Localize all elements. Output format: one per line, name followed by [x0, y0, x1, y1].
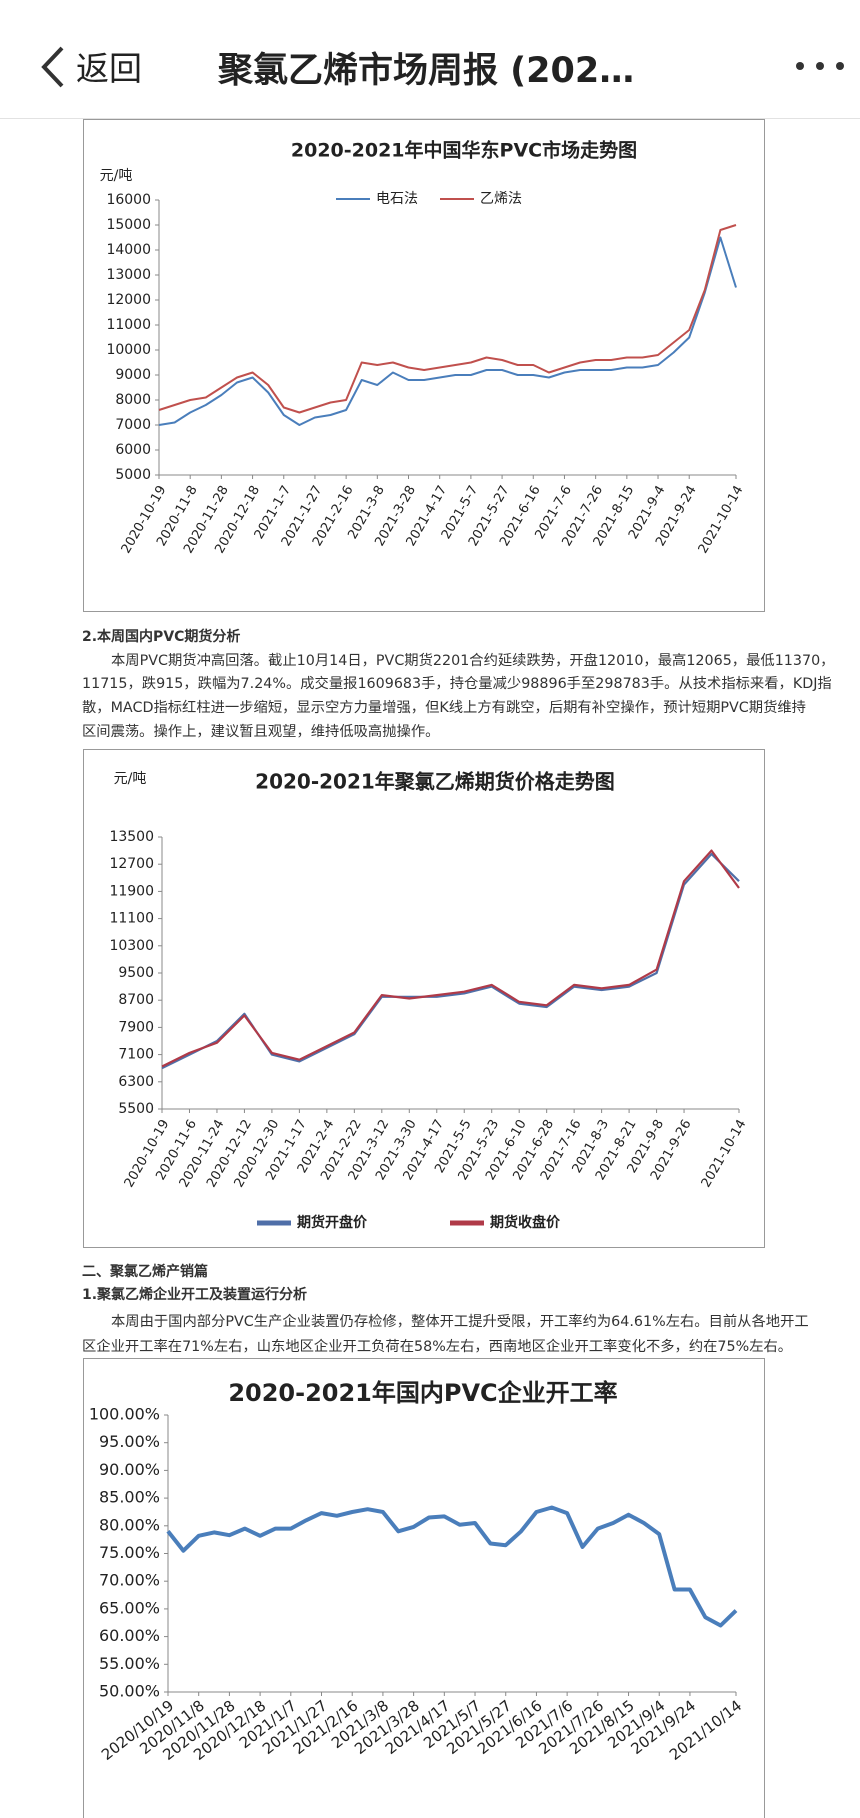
series-line: [166, 1505, 738, 1628]
y-tick-label: 6300: [118, 1074, 154, 1090]
y-tick-label: 7900: [118, 1019, 154, 1035]
y-tick-label: 100.00%: [89, 1405, 160, 1424]
more-icon[interactable]: [792, 58, 852, 74]
series-line: [161, 852, 740, 1070]
y-tick-label: 50.00%: [99, 1682, 160, 1701]
y-tick-label: 5500: [118, 1101, 154, 1117]
legend-label: 电石法: [376, 191, 418, 207]
y-tick-label: 10000: [106, 342, 151, 358]
chart: 2020-2021年国内PVC企业开工率 50.00% 55.00% 60.00% 65…: [83, 1358, 765, 1818]
y-axis-label: 元/吨: [100, 168, 133, 184]
x-tick-label: 2021-10-14: [696, 483, 747, 556]
y-tick-label: 9500: [118, 965, 154, 981]
legend-label: 期货开盘价: [297, 1214, 368, 1231]
text-line: 散，MACD指标红柱进一步缩短，显示空方力量增强，但K线上方有跳空，后期有补空操…: [82, 700, 806, 716]
y-tick-label: 14000: [106, 242, 151, 258]
section-part: 二、聚氯乙烯产销篇: [82, 1264, 208, 1280]
legend-label: 期货收盘价: [490, 1214, 561, 1231]
y-tick-label: 95.00%: [99, 1432, 160, 1451]
y-tick-label: 8000: [115, 392, 151, 408]
y-axis-label: 元/吨: [114, 771, 147, 787]
text-line: 本周PVC期货冲高回落。截止10月14日，PVC期货2201合约延续跌势，开盘1…: [111, 653, 835, 669]
y-tick-label: 7000: [115, 417, 151, 433]
chart-title: 2020-2021年聚氯乙烯期货价格走势图: [255, 770, 615, 794]
text-line: 11715，跌915，跌幅为7.24%。成交量报1609683手，持仓量减少98…: [82, 676, 832, 692]
y-tick-label: 75.00%: [99, 1543, 160, 1562]
section-heading: 1.聚氯乙烯企业开工及装置运行分析: [82, 1287, 308, 1303]
y-tick-label: 60.00%: [99, 1626, 160, 1645]
y-tick-label: 6000: [115, 442, 151, 458]
y-tick-label: 13000: [106, 267, 151, 283]
text-line: 区间震荡。操作上，建议暂且观望，维持低吸高抛操作。: [82, 724, 440, 740]
series-line: [158, 236, 737, 426]
y-tick-label: 13500: [109, 829, 154, 845]
y-tick-label: 12000: [106, 292, 151, 308]
series-line: [161, 849, 740, 1068]
chart-title: 2020-2021年中国华东PVC市场走势图: [291, 139, 637, 162]
chart-frame: [83, 119, 765, 612]
chart-title: 2020-2021年国内PVC企业开工率: [228, 1379, 617, 1407]
y-tick-label: 11000: [106, 317, 151, 333]
y-tick-label: 65.00%: [99, 1598, 160, 1617]
y-tick-label: 9000: [115, 367, 151, 383]
y-tick-label: 70.00%: [99, 1571, 160, 1590]
y-tick-label: 85.00%: [99, 1488, 160, 1507]
series-line: [158, 224, 737, 414]
text-line: 区企业开工率在71%左右，山东地区企业开工负荷在58%左右，西南地区企业开工率变…: [82, 1339, 793, 1355]
text-line: 本周由于国内部分PVC生产企业装置仍存检修，整体开工提升受限，开工率约为64.6…: [111, 1314, 809, 1330]
y-tick-label: 12700: [109, 856, 154, 872]
back-button[interactable]: 返回: [76, 49, 142, 88]
chart-frame: [83, 1358, 765, 1818]
x-tick-label: 2021-10-14: [699, 1117, 750, 1190]
y-tick-label: 5000: [115, 467, 151, 483]
y-tick-label: 8700: [118, 992, 154, 1008]
chart: 2020-2021年聚氯乙烯期货价格走势图 元/吨 5500 6300 7100 7900…: [83, 749, 765, 1248]
section-heading: 2.本周国内PVC期货分析: [82, 629, 241, 645]
y-tick-label: 11100: [109, 911, 154, 927]
y-tick-label: 10300: [109, 938, 154, 954]
y-tick-label: 55.00%: [99, 1654, 160, 1673]
y-tick-label: 90.00%: [99, 1460, 160, 1479]
chart-frame: [83, 749, 765, 1248]
back-icon[interactable]: [38, 44, 68, 90]
y-tick-label: 11900: [109, 883, 154, 899]
y-tick-label: 80.00%: [99, 1515, 160, 1534]
legend-label: 乙烯法: [480, 191, 522, 207]
y-tick-label: 7100: [118, 1047, 154, 1063]
header: 返回 聚氯乙烯市场周报 (202…: [0, 0, 860, 119]
y-tick-label: 15000: [106, 217, 151, 233]
y-tick-label: 16000: [106, 192, 151, 208]
page-title: 聚氯乙烯市场周报 (202…: [218, 51, 635, 91]
